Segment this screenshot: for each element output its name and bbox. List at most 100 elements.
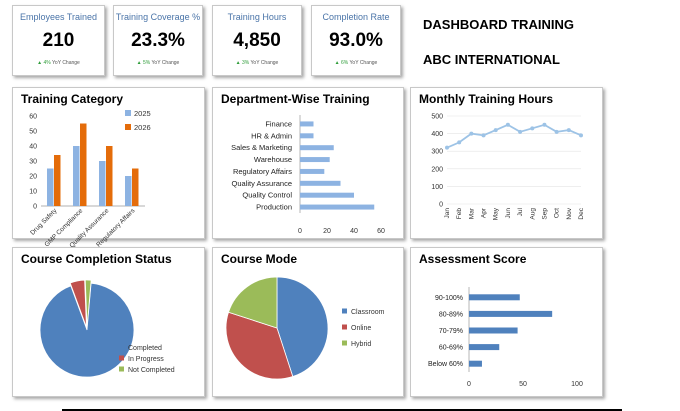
panel-title: Training Category	[21, 92, 124, 106]
data-point	[445, 145, 449, 150]
kpi-change: ▲ 3% YoY Change	[235, 60, 279, 66]
y-tick-label: HR & Admin	[251, 131, 292, 140]
panel-title: Course Mode	[221, 252, 298, 266]
data-point	[579, 133, 583, 138]
y-tick-label: 0	[33, 204, 37, 211]
y-tick-label: 300	[431, 149, 443, 156]
y-tick-label: Finance	[265, 119, 292, 128]
panel-title: Assessment Score	[419, 252, 527, 266]
panel-monthly-hours: Monthly Training Hours 0 100 200 300 400 500 J…	[410, 87, 603, 239]
kpi-change: ▲ 5% YoY Change	[136, 60, 180, 66]
kpi-label: Employees Trained	[19, 12, 98, 22]
kpi-label: Completion Rate	[322, 12, 390, 22]
x-tick-label: 40	[350, 228, 358, 235]
data-point	[566, 128, 571, 133]
kpi-change: ▲ 6% YoY Change	[334, 60, 378, 66]
bar-2026	[132, 168, 139, 206]
panel-title: Department-Wise Training	[221, 92, 370, 106]
x-tick-label: Jan	[444, 208, 451, 219]
company-name: ABC INTERNATIONAL	[423, 52, 560, 67]
bar	[300, 121, 314, 127]
x-tick-label: Aug	[529, 208, 536, 220]
panel-title: Monthly Training Hours	[419, 92, 553, 106]
bar	[469, 360, 482, 367]
legend-label: Hybrid	[351, 341, 371, 348]
x-tick-label: 20	[323, 228, 331, 235]
pie-slice	[84, 279, 92, 328]
bar	[469, 294, 520, 301]
data-point	[457, 140, 462, 145]
bar-2026	[54, 155, 61, 206]
legend-label: Completed	[128, 345, 162, 352]
x-tick-label: Dec	[578, 207, 585, 219]
x-tick-label: 100	[571, 381, 583, 388]
pie-slice	[39, 282, 135, 378]
bar	[300, 133, 314, 139]
legend-swatch	[119, 344, 124, 350]
bar	[300, 192, 354, 198]
y-tick-label: 10	[29, 189, 37, 196]
legend-label: Classroom	[351, 309, 385, 316]
legend-swatch	[342, 308, 347, 314]
x-tick-label: 50	[519, 381, 527, 388]
bottom-divider	[62, 409, 622, 411]
kpi-label: Training Coverage %	[115, 12, 201, 22]
department-training-chart: Finance HR & Admin Sales & Marketing Wareho…	[231, 115, 385, 235]
y-tick-label: 30	[29, 159, 37, 166]
x-tick-label: 60	[377, 228, 385, 235]
legend-label: Online	[351, 325, 371, 332]
legend-swatch	[125, 124, 131, 130]
kpi-card-training-hours: Training Hours 4,850 ▲ 3% YoY Change	[212, 5, 302, 76]
panel-department-training: Department-Wise Training Finance HR & Adm…	[212, 87, 404, 239]
y-tick-label: 40	[29, 144, 37, 151]
data-point	[469, 131, 474, 136]
x-tick-label: Jun	[505, 208, 512, 219]
y-tick-label: Below 60%	[428, 361, 463, 368]
y-tick-label: 60-69%	[439, 345, 463, 352]
bar	[469, 310, 553, 317]
y-tick-label: Sales & Marketing	[231, 143, 292, 152]
data-point	[542, 122, 547, 127]
x-tick-label: 0	[467, 381, 471, 388]
x-tick-label: Nov	[566, 207, 573, 219]
bar	[300, 145, 334, 151]
kpi-change: ▲ 4% YoY Change	[37, 60, 80, 66]
data-point	[518, 129, 523, 134]
y-tick-label: Quality Control	[242, 191, 292, 200]
course-completion-chart: Completed In Progress Not Completed	[39, 279, 175, 378]
y-tick-label: Quality Assurance	[232, 179, 292, 188]
bar-2025	[99, 161, 106, 206]
bar	[300, 204, 375, 210]
kpi-value: 210	[42, 30, 75, 51]
data-point	[554, 129, 559, 134]
legend-label: In Progress	[128, 356, 164, 363]
bar-2025	[47, 168, 54, 206]
pie-slice	[227, 276, 278, 329]
bar-2026	[80, 123, 87, 206]
dashboard-title: DASHBOARD TRAINING	[423, 17, 574, 32]
kpi-label: Training Hours	[227, 12, 287, 22]
y-tick-label: Regulatory Affairs	[233, 167, 292, 176]
x-tick-label: Feb	[456, 208, 463, 220]
bar	[300, 168, 325, 174]
y-tick-label: 200	[431, 166, 443, 173]
bar-2025	[73, 146, 80, 206]
legend-swatch	[125, 110, 131, 116]
x-tick-label: 0	[298, 228, 302, 235]
panel-assessment-score: Assessment Score 90-100% 80-89% 70-79% 60-6…	[410, 247, 603, 397]
legend-swatch	[342, 324, 347, 330]
y-tick-label: Production	[256, 203, 292, 212]
panel-course-mode: Course Mode Classroom Online Hybrid	[212, 247, 404, 397]
kpi-value: 4,850	[233, 30, 281, 51]
kpi-value: 23.3%	[131, 30, 185, 51]
x-tick-label: Mar	[468, 207, 475, 219]
pie-slice	[276, 276, 329, 378]
panel-title: Course Completion Status	[21, 252, 172, 266]
data-point	[530, 126, 535, 131]
x-tick-label: Jul	[517, 207, 524, 216]
y-tick-label: 90-100%	[435, 295, 463, 302]
monthly-hours-chart: 0 100 200 300 400 500 Jan Feb Mar Apr May Jun Jul Aug…	[431, 114, 585, 221]
legend-swatch	[119, 355, 124, 361]
kpi-card-training-coverage: Training Coverage % 23.3% ▲ 5% YoY Chang…	[113, 5, 203, 76]
